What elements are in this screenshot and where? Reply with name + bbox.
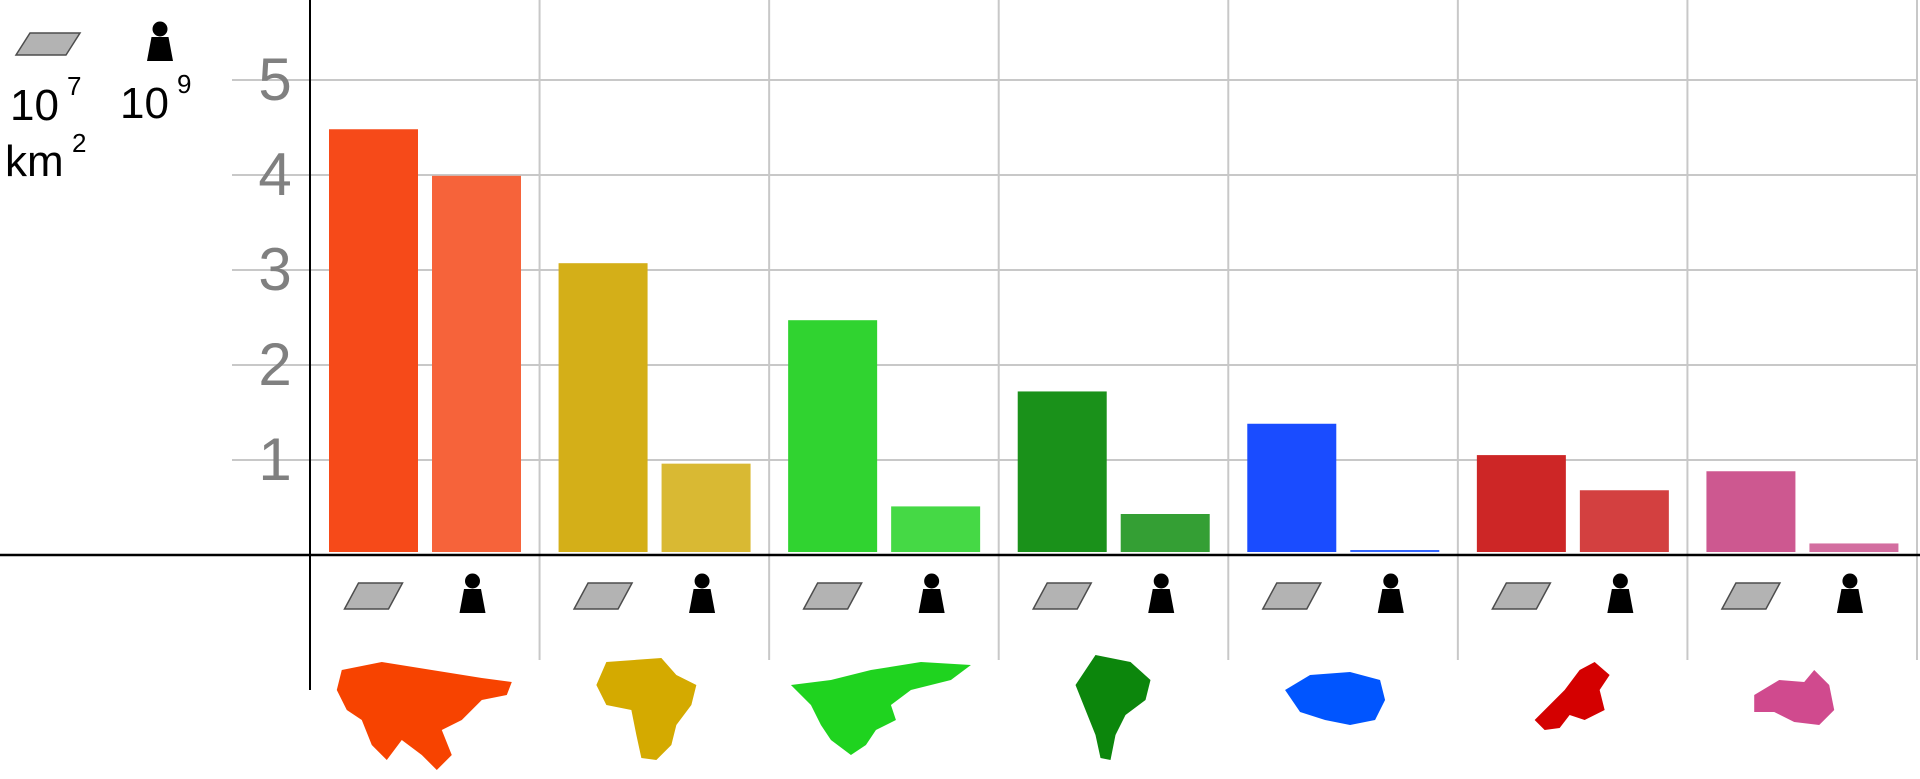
y-tick-label-1: 1 [258,426,291,493]
bar-europe-area [1476,455,1566,552]
bar-north-america-population [891,506,981,552]
bar-north-america-area [788,320,878,552]
axes [0,0,1920,690]
y-tick-label-3: 3 [258,236,291,303]
person-symbol-asia [459,573,486,613]
bars [329,129,1899,553]
continent-map-africa-icon [596,658,697,760]
population-unit-exponent: 9 [177,69,191,99]
continent-maps [336,655,1835,770]
area-symbol-antarctica [1261,582,1323,610]
area-symbol-asia [343,582,404,610]
bar-antarctica-population [1350,550,1440,552]
person-symbol-africa [689,573,716,613]
bar-africa-area [558,263,648,552]
category-unit-symbols [343,573,1863,613]
area-unit-km: km [5,137,64,186]
person-symbol-europe [1607,573,1634,613]
area-unit-km-exponent: 2 [72,128,86,158]
bar-antarctica-area [1247,423,1337,552]
person-symbol-south-america [1148,573,1175,613]
area-symbol-south-america [1031,582,1093,610]
unit-legend: 10 7 km 2 10 9 [5,21,191,186]
area-symbol-north-america [802,582,863,610]
bar-asia-population [432,175,521,553]
bar-africa-population [661,463,751,552]
bar-europe-population [1579,490,1669,552]
area-unit-exponent: 7 [67,71,81,101]
bar-south-america-area [1017,391,1107,552]
continent-map-europe-icon [1534,662,1610,730]
bar-australia-oceania-area [1706,471,1796,552]
bar-asia-area [329,129,418,552]
bar-south-america-population [1120,514,1210,552]
continent-map-north-america-icon [790,662,971,755]
population-unit-base: 10 [120,79,169,128]
y-axis-tick-labels: 1 2 3 4 5 [258,46,291,493]
continent-map-oceania-icon [1754,670,1835,725]
area-symbol-australia-oceania [1720,582,1782,610]
y-tick-label-4: 4 [258,141,291,208]
area-parallelogram-icon [14,32,82,56]
y-tick-label-2: 2 [258,331,291,398]
area-symbol-europe [1491,582,1552,610]
y-tick-label-5: 5 [258,46,291,113]
person-symbol-australia-oceania [1836,573,1863,613]
person-symbol-antarctica [1377,573,1404,613]
person-symbol-north-america [918,573,945,613]
continent-map-south-america-icon [1075,655,1151,760]
person-icon [147,21,173,61]
bar-australia-oceania-population [1809,543,1899,552]
continent-map-antarctica-icon [1285,672,1386,725]
area-unit-base: 10 [10,81,59,130]
area-symbol-africa [572,582,634,610]
continent-map-asia-icon [336,662,512,770]
